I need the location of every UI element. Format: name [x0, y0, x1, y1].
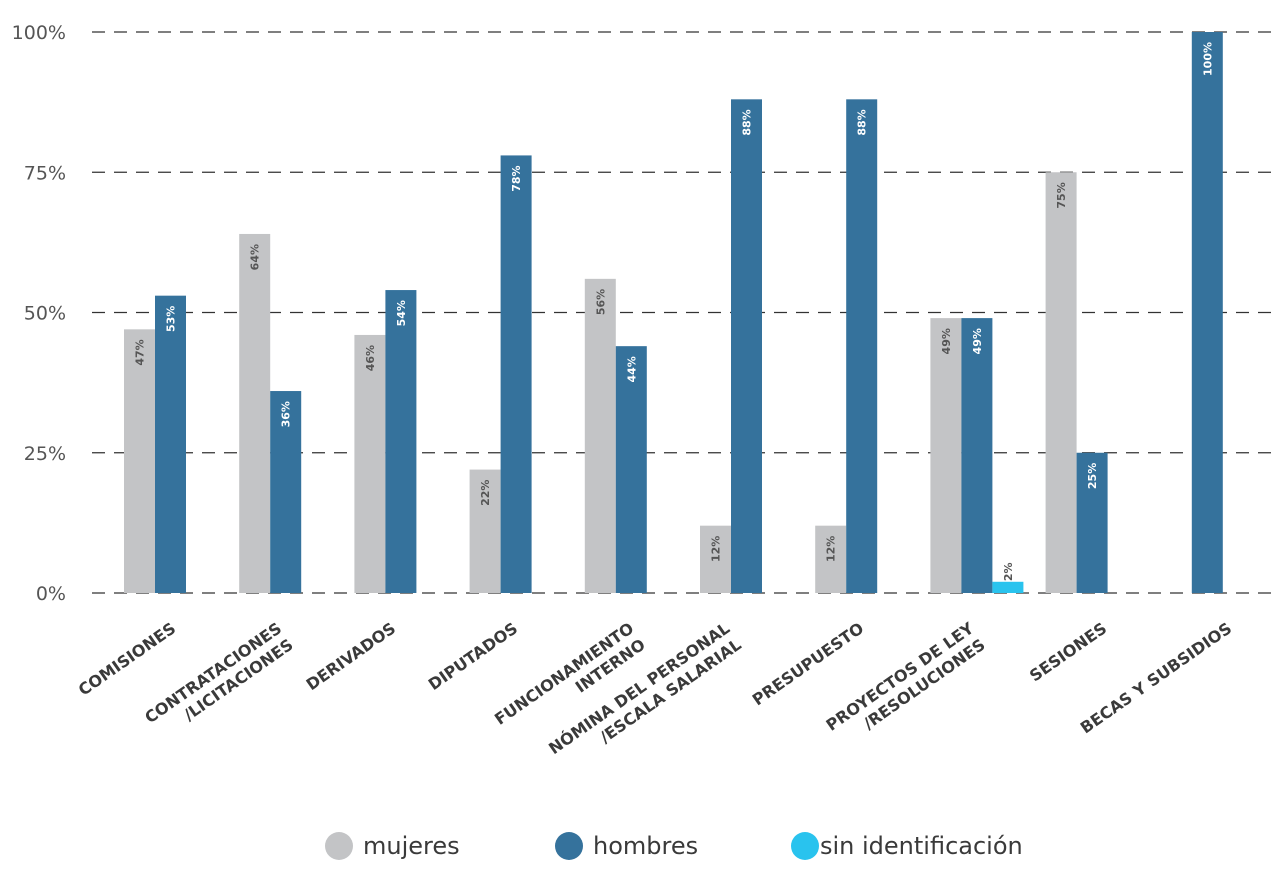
- bar-hombres: [155, 295, 186, 593]
- legend-swatch: [555, 832, 583, 860]
- bar-hombres: [1076, 452, 1108, 593]
- data-label: 12%: [710, 536, 723, 562]
- bar-mujeres: [354, 334, 386, 593]
- grid-group: 0% 25% 50% 75% 100%: [12, 22, 1275, 605]
- x-category-label: SESIONES: [1026, 619, 1110, 686]
- bar-hombres: [846, 99, 878, 593]
- legend-label: sin identificación: [820, 832, 1023, 860]
- bar-hombres: [615, 346, 647, 593]
- bar-mujeres: [584, 278, 616, 593]
- y-tick-label: 0%: [36, 583, 66, 605]
- data-label: 88%: [741, 109, 754, 135]
- bar-hombres: [385, 290, 417, 593]
- x-category-label: PRESUPUESTO: [749, 619, 867, 710]
- y-tick-label: 100%: [12, 22, 66, 44]
- data-label: 22%: [479, 480, 492, 506]
- x-category-label-line: DIPUTADOS: [425, 619, 521, 694]
- x-category-label-line: COMISIONES: [75, 619, 179, 700]
- x-category-label: NÓMINA DEL PERSONAL/ESCALA SALARIAL: [545, 619, 745, 775]
- bar-mujeres: [700, 525, 731, 593]
- data-label: 12%: [825, 536, 838, 562]
- data-label: 56%: [594, 289, 607, 315]
- bar-mujeres: [469, 469, 501, 593]
- data-label: 2%: [1002, 562, 1015, 581]
- data-label: 47%: [134, 339, 147, 365]
- bar-hombres: [731, 99, 762, 593]
- x-category-label-line: SESIONES: [1026, 619, 1110, 686]
- bars-group: 47% 53% 64% 36% 46% 54% 22% 78% 56% 44% 12% 88% 12% 8…: [124, 32, 1223, 594]
- data-label: 36%: [280, 401, 293, 427]
- data-label: 25%: [1086, 463, 1099, 489]
- legend-swatch: [325, 832, 353, 860]
- data-label: 49%: [971, 328, 984, 354]
- bar-hombres: [270, 391, 302, 593]
- bar-hombres: [1191, 32, 1223, 593]
- y-tick-label: 25%: [24, 443, 66, 465]
- bar-mujeres: [1045, 172, 1077, 593]
- data-label: 49%: [940, 328, 953, 354]
- bar-hombres: [500, 155, 532, 594]
- data-label: 78%: [510, 165, 523, 191]
- x-category-label: DIPUTADOS: [425, 619, 521, 694]
- y-tick-label: 50%: [24, 303, 66, 325]
- data-label: 54%: [395, 300, 408, 326]
- data-label: 64%: [249, 244, 262, 270]
- data-label: 53%: [165, 306, 178, 332]
- bar-mujeres: [239, 233, 271, 593]
- bar-hombres: [961, 318, 993, 593]
- data-label: 44%: [625, 356, 638, 382]
- data-label: 100%: [1201, 42, 1214, 76]
- x-category-label: COMISIONES: [75, 619, 179, 700]
- legend-swatch: [791, 832, 819, 860]
- legend: mujeres hombres sin identificación: [325, 832, 1023, 860]
- x-category-label-line: PRESUPUESTO: [749, 619, 867, 710]
- data-label: 75%: [1055, 182, 1068, 208]
- y-tick-label: 75%: [24, 162, 66, 184]
- data-label: 46%: [364, 345, 377, 371]
- bar-sin-identificación: [992, 581, 1024, 593]
- x-category-label: DERIVADOS: [303, 619, 400, 695]
- legend-label: mujeres: [363, 832, 460, 860]
- x-category-label-line: DERIVADOS: [303, 619, 400, 695]
- data-label: 88%: [856, 109, 869, 135]
- legend-label: hombres: [593, 832, 698, 860]
- bar-mujeres: [124, 329, 155, 593]
- bar-mujeres: [815, 525, 847, 593]
- bar-mujeres: [930, 318, 962, 593]
